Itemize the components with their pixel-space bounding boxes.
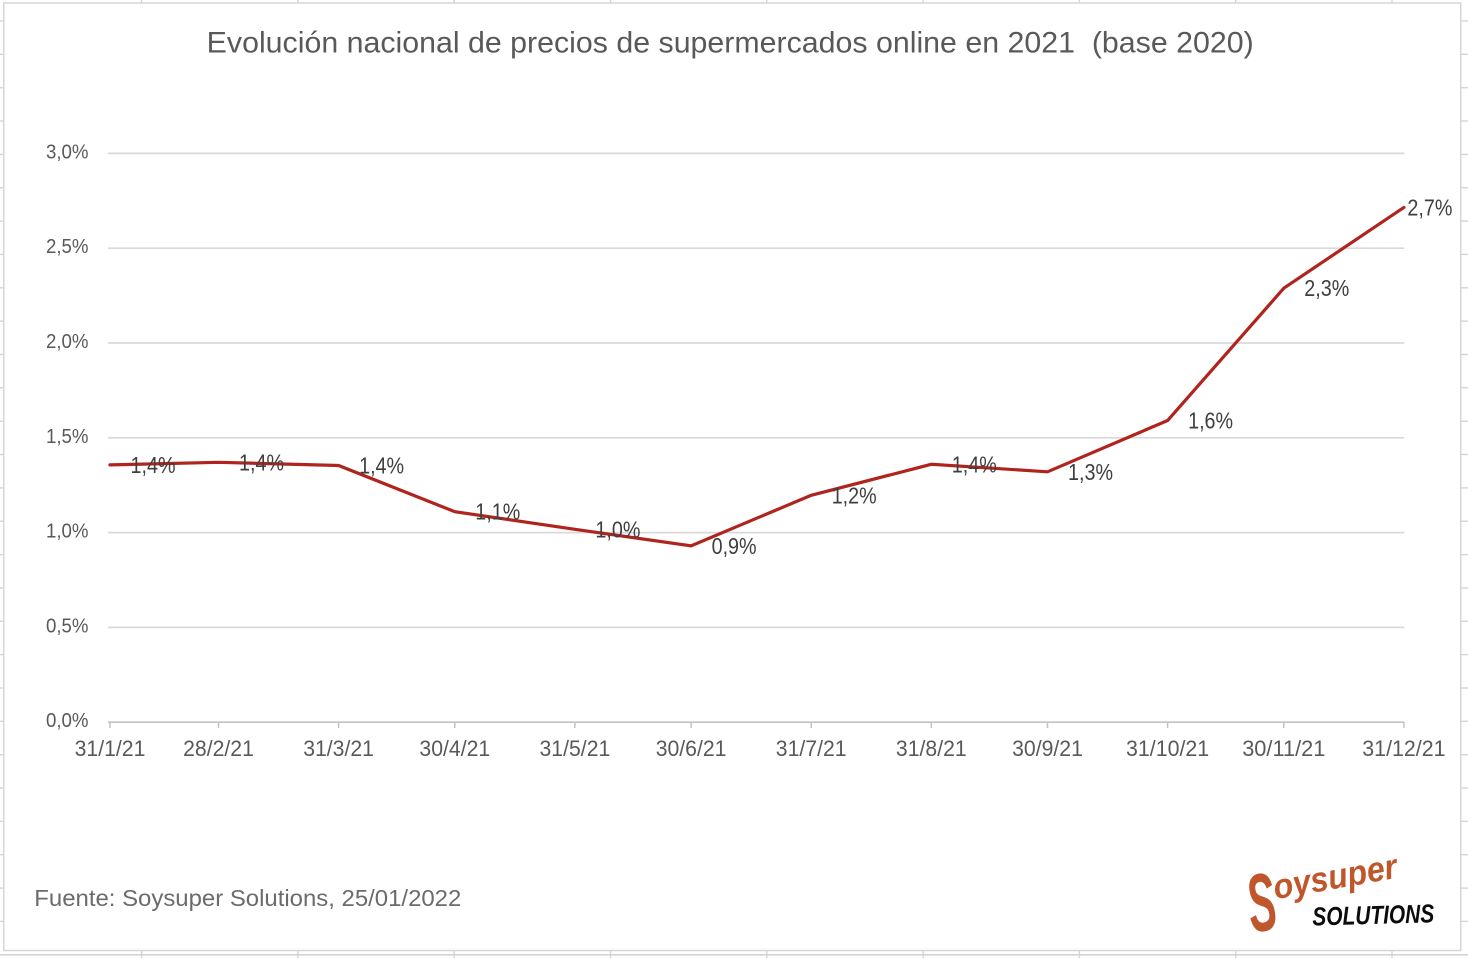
svg-text:30/4/21: 30/4/21 [419, 736, 490, 761]
svg-text:1,4%: 1,4% [952, 451, 997, 477]
svg-text:2,0%: 2,0% [46, 331, 89, 353]
svg-text:0,0%: 0,0% [46, 710, 89, 732]
svg-text:31/1/21: 31/1/21 [75, 736, 146, 761]
svg-text:3,0%: 3,0% [46, 141, 89, 163]
svg-text:1,4%: 1,4% [239, 449, 284, 475]
svg-text:1,0%: 1,0% [46, 521, 89, 543]
svg-text:31/12/21: 31/12/21 [1362, 736, 1445, 761]
svg-text:Evolución nacional de precios: Evolución nacional de precios de superme… [207, 27, 1254, 60]
svg-text:1,4%: 1,4% [359, 453, 404, 479]
svg-text:2,3%: 2,3% [1304, 275, 1349, 301]
svg-text:31/8/21: 31/8/21 [896, 736, 967, 761]
svg-text:30/6/21: 30/6/21 [656, 736, 727, 761]
svg-text:31/10/21: 31/10/21 [1126, 736, 1209, 761]
svg-text:0,9%: 0,9% [712, 533, 757, 559]
svg-text:30/11/21: 30/11/21 [1242, 736, 1325, 761]
svg-text:31/5/21: 31/5/21 [540, 736, 611, 761]
svg-text:Fuente: Soysuper Solutions, 25: Fuente: Soysuper Solutions, 25/01/2022 [34, 885, 461, 911]
svg-text:1,0%: 1,0% [595, 516, 640, 542]
svg-text:28/2/21: 28/2/21 [183, 736, 254, 761]
svg-text:2,5%: 2,5% [46, 236, 89, 258]
svg-text:SOLUTIONS: SOLUTIONS [1312, 898, 1435, 931]
svg-text:31/3/21: 31/3/21 [303, 736, 374, 761]
svg-text:31/7/21: 31/7/21 [776, 736, 847, 761]
svg-text:2,7%: 2,7% [1407, 194, 1452, 220]
svg-text:1,5%: 1,5% [46, 426, 89, 448]
svg-text:1,2%: 1,2% [832, 482, 877, 508]
svg-text:1,6%: 1,6% [1188, 408, 1233, 434]
svg-text:1,4%: 1,4% [131, 452, 176, 478]
svg-text:1,3%: 1,3% [1068, 459, 1113, 485]
svg-text:1,1%: 1,1% [475, 499, 520, 525]
svg-text:0,5%: 0,5% [46, 615, 89, 637]
svg-text:30/9/21: 30/9/21 [1012, 736, 1083, 761]
